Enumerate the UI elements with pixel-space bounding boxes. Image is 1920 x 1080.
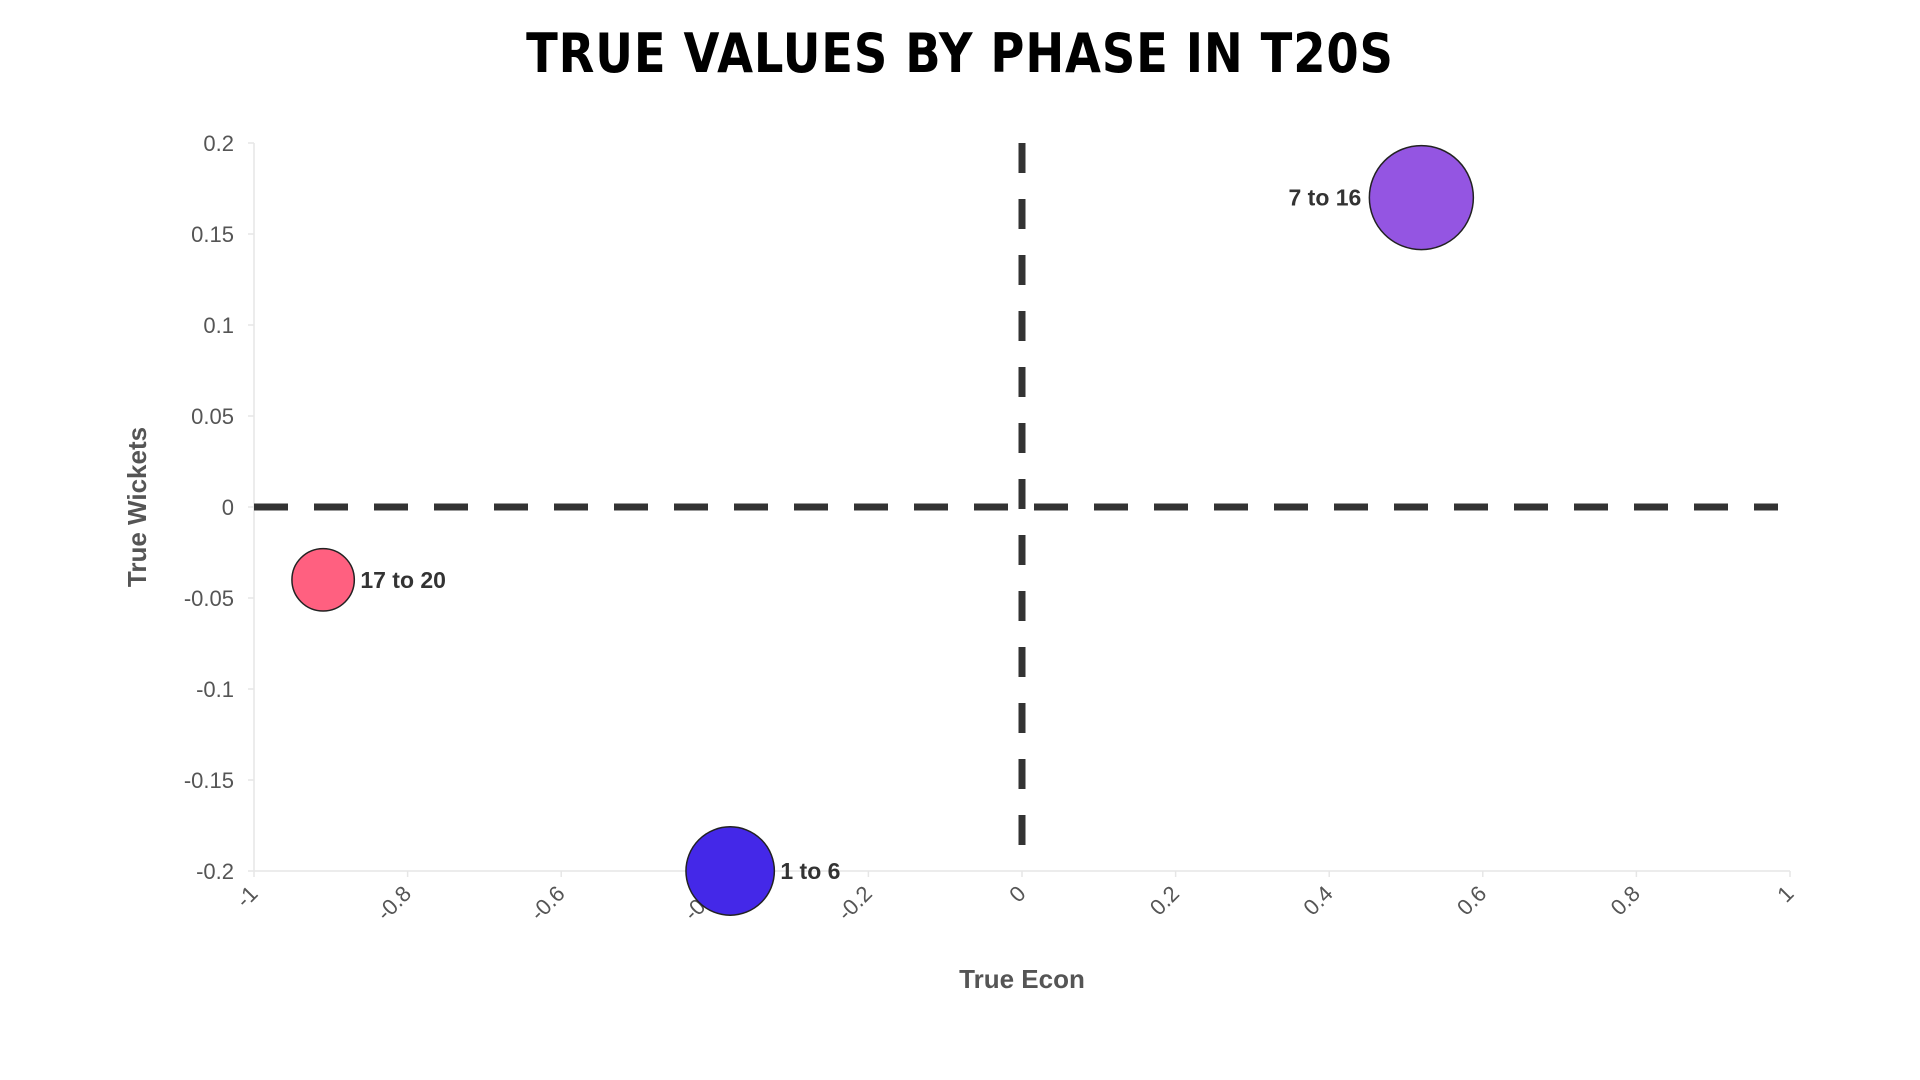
- data-point-label: 7 to 16: [1288, 185, 1361, 211]
- data-point: [1368, 144, 1475, 251]
- y-tick-label: -0.15: [184, 768, 234, 793]
- x-tick-label: 0: [1004, 881, 1030, 907]
- y-tick-label: 0.2: [203, 131, 234, 156]
- x-tick-label: 0.6: [1452, 881, 1491, 920]
- data-point: [685, 826, 776, 916]
- data-points: 17 to 20 1 to 6 7 to 16: [291, 144, 1475, 916]
- x-tick-label: 0.8: [1606, 881, 1645, 920]
- y-tick-label: -0.1: [196, 677, 234, 702]
- data-point-label: 1 to 6: [780, 858, 840, 884]
- y-tick-label: -0.05: [184, 586, 234, 611]
- y-tick-labels: 0.2 0.15 0.1 0.05 0 -0.05 -0.1 -0.15 -0.2: [184, 131, 254, 884]
- x-tick-label: -1: [231, 881, 263, 913]
- y-axis-title: True Wickets: [122, 427, 152, 587]
- y-tick-label: -0.2: [196, 859, 234, 884]
- x-tick-label: 0.2: [1145, 881, 1184, 920]
- y-tick-label: 0.05: [191, 404, 234, 429]
- x-tick-label: 1: [1772, 881, 1798, 907]
- x-tick-label: -0.6: [525, 881, 569, 925]
- x-tick-label: -0.8: [372, 881, 416, 925]
- data-point: [291, 547, 356, 612]
- y-tick-label: 0: [222, 495, 234, 520]
- x-tick-labels: -1-0.8-0.6-0.4-0.200.20.40.60.81: [231, 871, 1799, 925]
- x-axis-title: True Econ: [959, 964, 1085, 994]
- reference-lines: [254, 143, 1778, 871]
- x-tick-label: -0.2: [832, 881, 876, 925]
- chart-title: TRUE VALUES BY PHASE IN T20S: [526, 22, 1394, 85]
- x-tick-label: 0.4: [1298, 881, 1337, 920]
- data-point-label: 17 to 20: [360, 567, 446, 593]
- y-tick-label: 0.15: [191, 222, 234, 247]
- y-tick-label: 0.1: [203, 313, 234, 338]
